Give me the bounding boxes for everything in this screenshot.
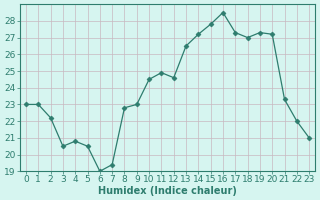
X-axis label: Humidex (Indice chaleur): Humidex (Indice chaleur) xyxy=(98,186,237,196)
